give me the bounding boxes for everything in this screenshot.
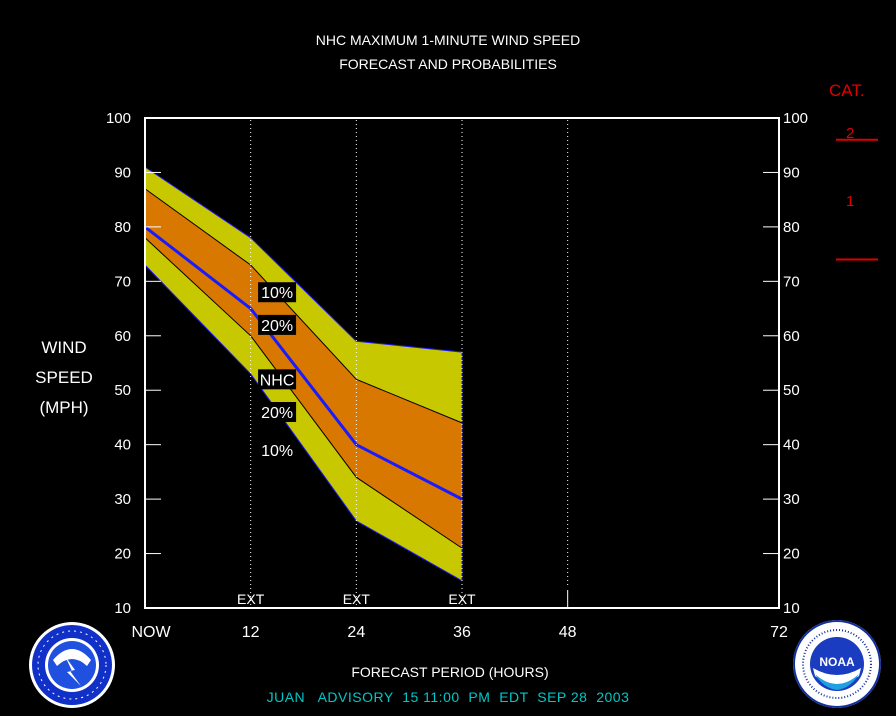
line-20-lower <box>144 237 463 549</box>
ytick-label-right-50: 50 <box>783 382 800 399</box>
ext-label-36: EXT <box>448 591 476 607</box>
y-axis-label-line-1: WIND <box>41 338 87 357</box>
band-label-bg-1 <box>258 314 297 335</box>
advisory-line: JUAN ADVISORY 15 11:00 PM EDT SEP 28 200… <box>266 689 630 705</box>
x-axis-title: FORECAST PERIOD (HOURS) <box>351 664 549 680</box>
xtick-label-now: NOW <box>131 624 171 641</box>
ytick-label-left-50: 50 <box>114 382 131 399</box>
ytick-label-right-40: 40 <box>783 437 800 454</box>
nhc-forecast-line <box>144 225 463 501</box>
ytick-label-right-90: 90 <box>783 164 800 181</box>
ytick-label-left-60: 60 <box>114 328 131 345</box>
ytick-label-right-10: 10 <box>783 600 800 617</box>
chart-title: NHC MAXIMUM 1-MINUTE WIND SPEED <box>315 32 581 48</box>
y-axis-label-line-3: (MPH) <box>39 398 89 417</box>
xtick-label-24: 24 <box>347 624 365 641</box>
category-label-1: 1 <box>846 193 855 210</box>
ytick-label-left-10: 10 <box>114 600 131 617</box>
band-label-2: NHC <box>260 372 295 389</box>
line-20-upper <box>144 188 463 424</box>
noaa-logo: NOAA <box>793 620 881 708</box>
ytick-label-left-70: 70 <box>114 273 131 290</box>
chart-subtitle: FORECAST AND PROBABILITIES <box>339 56 557 72</box>
ytick-label-right-20: 20 <box>783 546 800 563</box>
ytick-label-left-40: 40 <box>114 437 131 454</box>
ytick-label-right-60: 60 <box>783 328 800 345</box>
band-label-1: 20% <box>261 318 293 335</box>
band-label-bg-2 <box>258 369 297 390</box>
band-label-bg-4 <box>258 440 297 461</box>
ytick-label-right-80: 80 <box>783 219 800 236</box>
band-label-3: 20% <box>261 405 293 422</box>
ytick-label-right-100: 100 <box>783 110 808 127</box>
ytick-label-left-90: 90 <box>114 164 131 181</box>
xtick-label-48: 48 <box>559 624 577 641</box>
ytick-label-left-100: 100 <box>106 110 131 127</box>
ext-label-12: EXT <box>237 591 265 607</box>
y-axis-label-line-2: SPEED <box>35 368 93 387</box>
band-label-0: 10% <box>261 285 293 302</box>
xtick-label-72: 72 <box>770 624 788 641</box>
xtick-label-36: 36 <box>453 624 471 641</box>
nws-logo <box>29 622 115 708</box>
plot-frame <box>144 117 780 609</box>
ytick-label-left-20: 20 <box>114 546 131 563</box>
category-label-2: 2 <box>846 125 855 142</box>
ytick-label-right-30: 30 <box>783 491 800 508</box>
ytick-label-left-30: 30 <box>114 491 131 508</box>
band-label-bg-0 <box>258 282 297 303</box>
band-label-4: 10% <box>261 443 293 460</box>
svg-text:NOAA: NOAA <box>819 655 855 669</box>
ytick-label-right-70: 70 <box>783 273 800 290</box>
band-label-bg-3 <box>258 402 297 422</box>
xtick-label-12: 12 <box>242 624 260 641</box>
category-title: CAT. <box>829 81 865 100</box>
ext-label-24: EXT <box>343 591 371 607</box>
ytick-label-left-80: 80 <box>114 219 131 236</box>
